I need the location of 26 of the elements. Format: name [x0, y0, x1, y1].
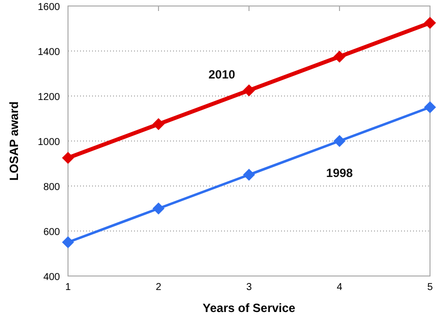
y-tick-label: 1600 [38, 2, 60, 13]
y-tick-label: 1200 [38, 92, 60, 103]
series-label: 2010 [208, 68, 236, 82]
x-tick-label: 5 [427, 282, 434, 293]
point [152, 202, 164, 214]
point [62, 152, 74, 164]
y-tick-label: 800 [43, 182, 60, 193]
point [243, 168, 255, 181]
y-tick-label: 600 [43, 227, 60, 238]
x-axis-title: Years of Service [202, 301, 296, 315]
x-tick-label: 3 [246, 282, 252, 293]
y-tick-label: 400 [43, 272, 60, 283]
point [424, 16, 436, 29]
point [152, 118, 164, 130]
point [424, 101, 436, 114]
point [334, 50, 346, 63]
y-axis-title: LOSAP award [7, 101, 21, 181]
x-tick-label: 2 [156, 282, 162, 293]
x-tick-label: 4 [336, 282, 343, 293]
y-tick-label: 1000 [38, 137, 60, 148]
point [243, 84, 255, 96]
point [334, 135, 346, 147]
x-tick-label: 1 [65, 282, 72, 293]
y-tick-label: 1400 [38, 47, 60, 58]
series-label: 1998 [326, 166, 354, 180]
point [62, 236, 74, 248]
